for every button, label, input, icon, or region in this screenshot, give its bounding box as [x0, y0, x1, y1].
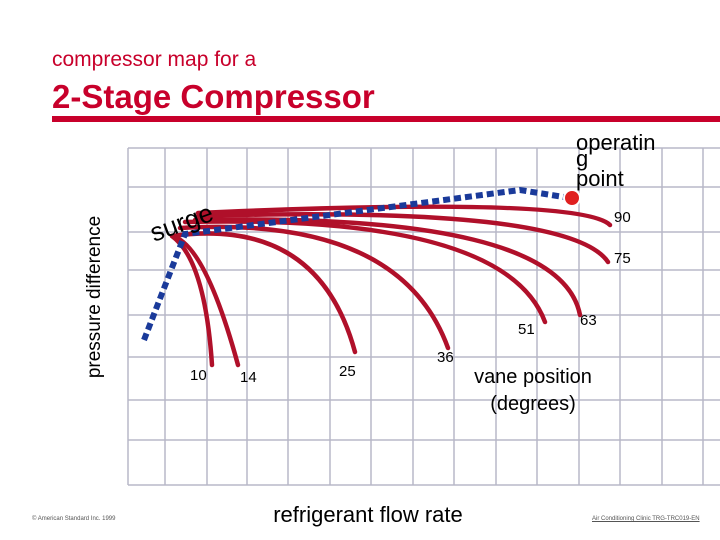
x-axis-label: refrigerant flow rate	[273, 502, 463, 527]
operating-point-label-line3: point	[576, 166, 624, 191]
curve-25	[169, 231, 358, 355]
vane-angle-75: 75	[614, 250, 631, 267]
curve-63	[192, 217, 583, 318]
curve-51	[182, 219, 548, 325]
clinic-footer: Air Conditioning Clinic TRG-TRC019-EN	[592, 516, 700, 522]
title-underline	[52, 116, 720, 122]
operating-point-label-line2: g	[576, 146, 588, 171]
vane-angle-14: 14	[240, 369, 257, 386]
curve-36	[177, 224, 451, 351]
vane-angle-36: 36	[437, 349, 454, 366]
vane-angle-25: 25	[339, 363, 356, 380]
vane-angle-90: 90	[614, 209, 631, 226]
vane-position-label-line2: (degrees)	[490, 393, 576, 415]
curve-14	[169, 233, 241, 368]
operating-point-marker	[563, 189, 581, 207]
vane-angle-10: 10	[190, 367, 207, 384]
curve-75	[195, 211, 611, 265]
page-subtitle: compressor map for a	[52, 48, 257, 71]
operating-point-label-line1: operatin	[576, 130, 656, 155]
copyright-footer: © American Standard Inc. 1999	[32, 516, 116, 522]
surge-line	[141, 186, 571, 342]
grid	[127, 147, 720, 486]
curve-90	[195, 204, 613, 228]
y-axis-label: pressure difference	[84, 216, 105, 378]
page-title: 2-Stage Compressor	[52, 78, 375, 115]
vane-position-label-line1: vane position	[474, 366, 592, 388]
vane-angle-51: 51	[518, 321, 535, 338]
vane-angle-63: 63	[580, 312, 597, 329]
